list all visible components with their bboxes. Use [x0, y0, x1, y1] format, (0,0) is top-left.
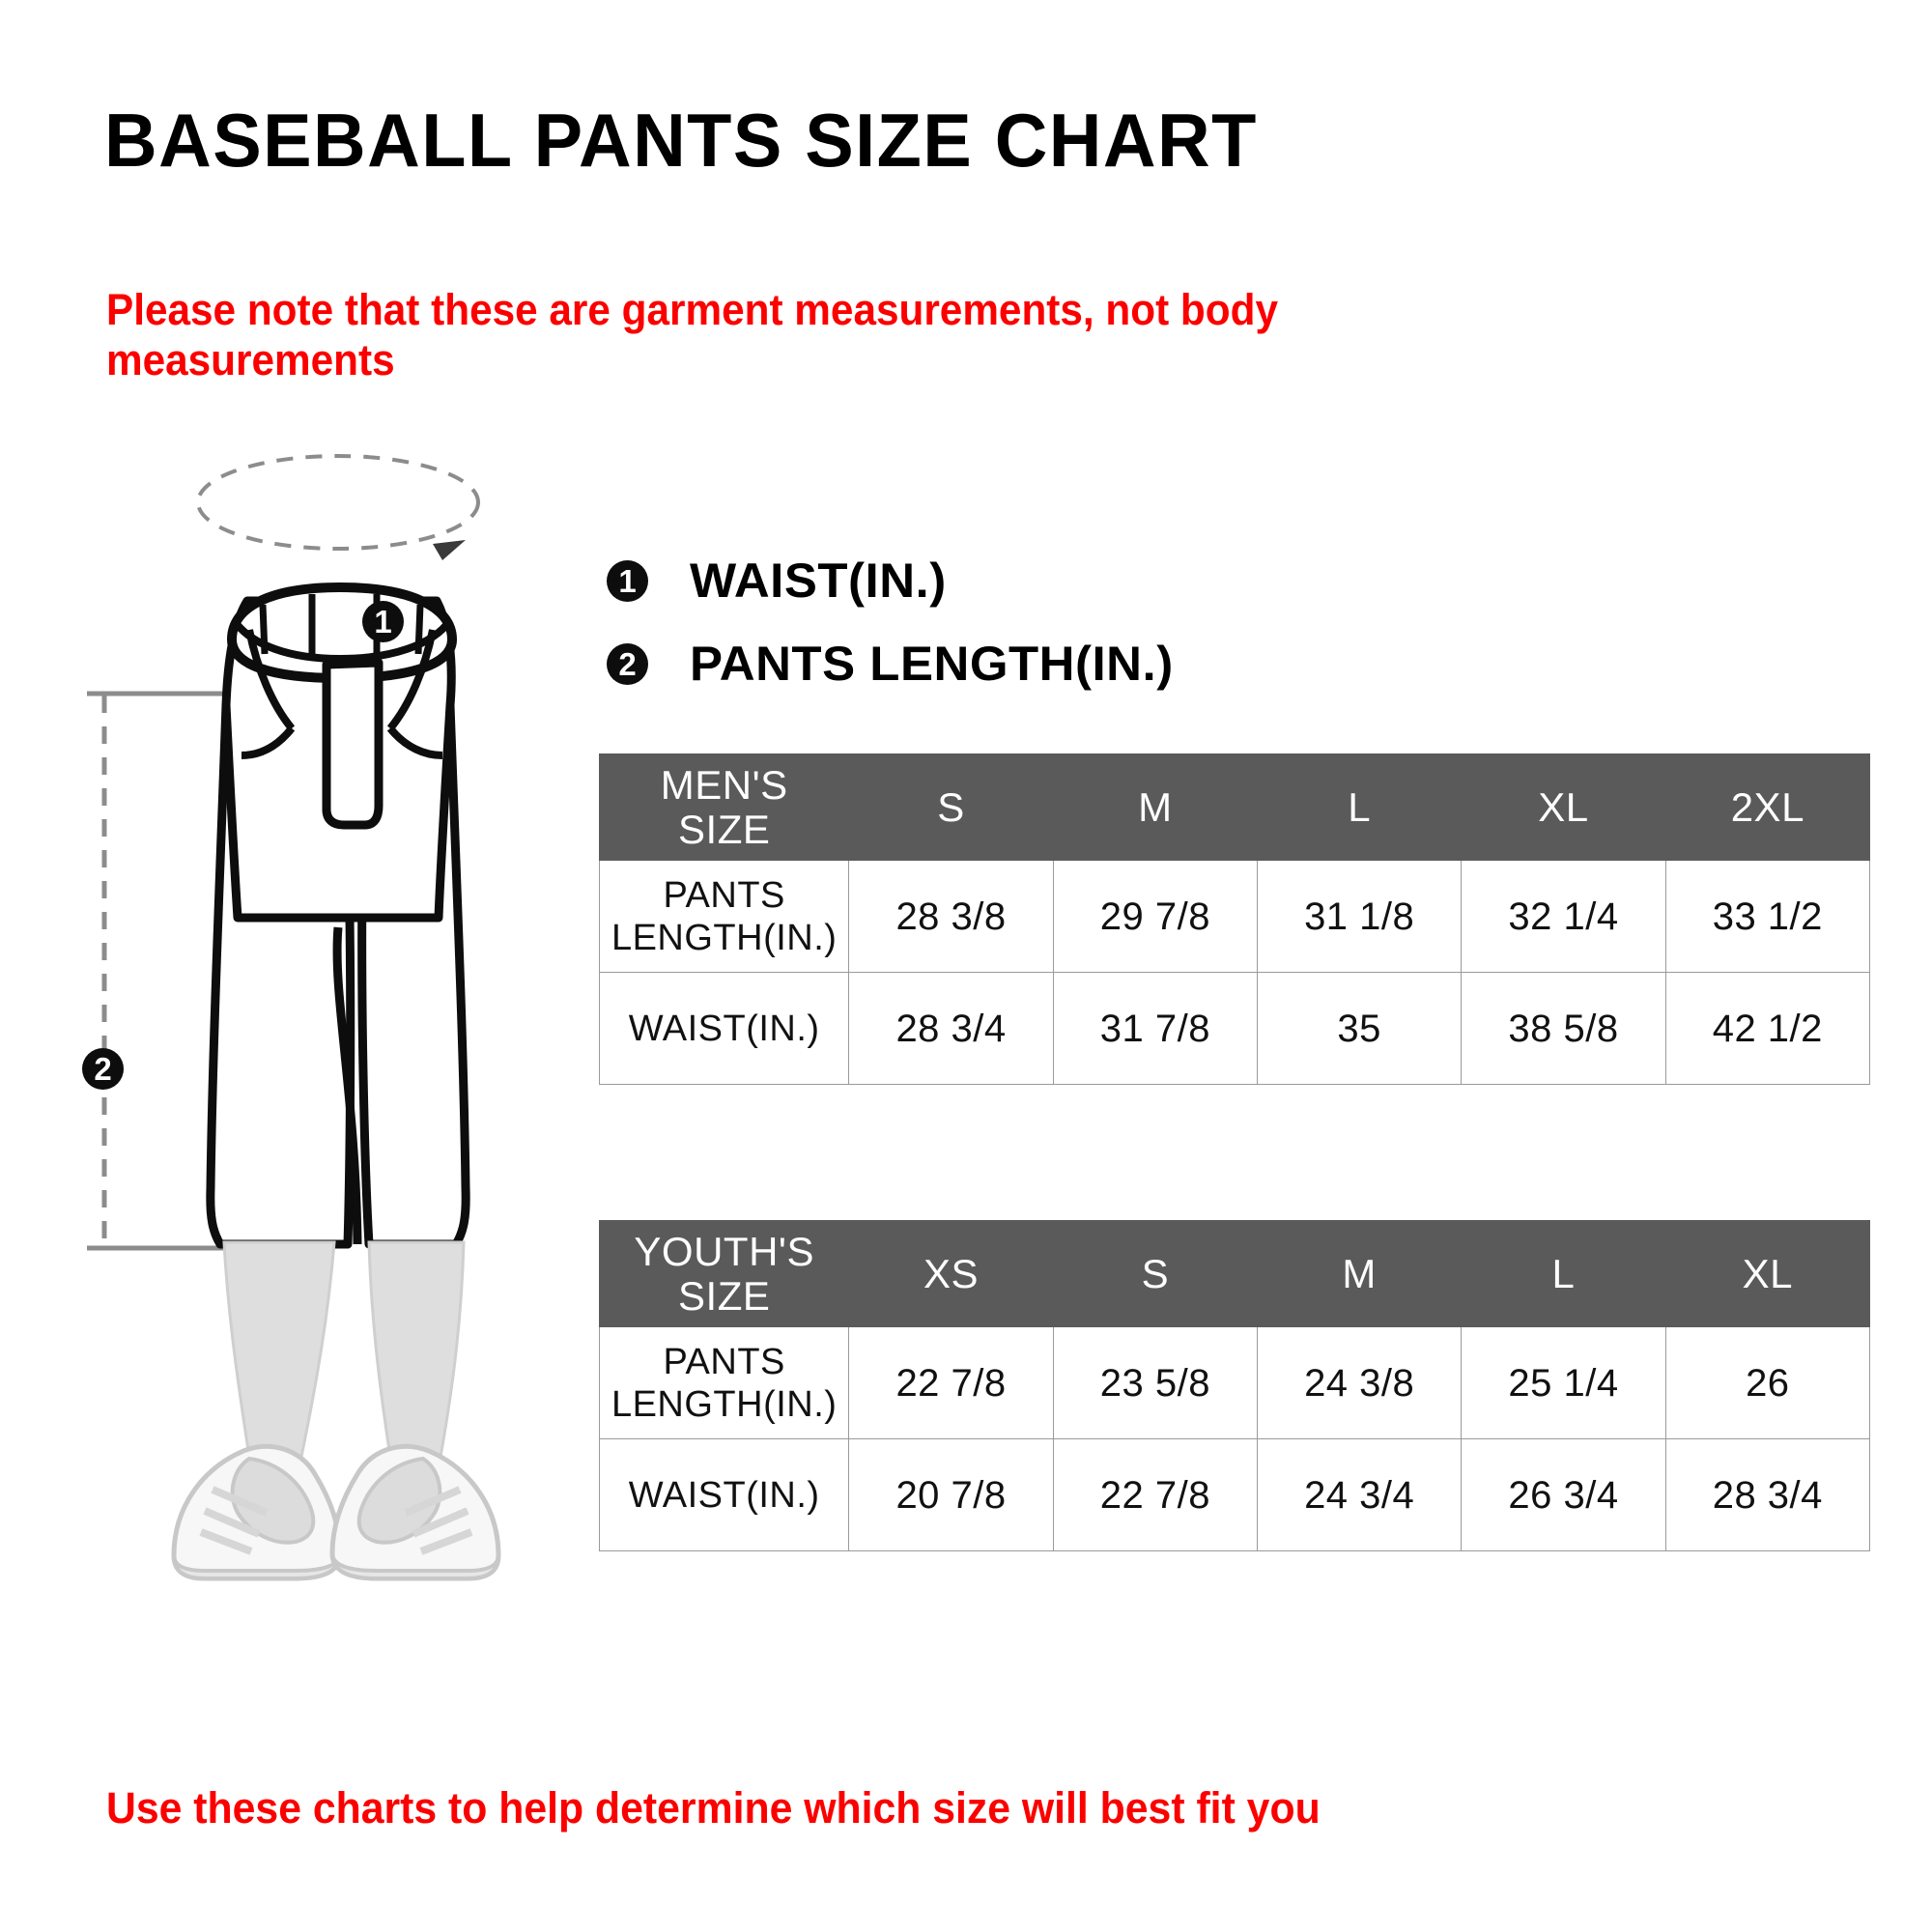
- youth-pants-length-m: 24 3/8: [1257, 1326, 1463, 1439]
- belt-loop-left: [259, 604, 269, 655]
- mens-pants-length-label: PANTS LENGTH(IN.): [598, 860, 850, 973]
- measurement-legend: 1 WAIST(IN.) 2 PANTS LENGTH(IN.): [607, 546, 1173, 712]
- table-header-row: MEN'S SIZE S M L XL 2XL: [598, 753, 1871, 861]
- waist-measure-ellipse: [196, 454, 480, 551]
- size-guidance-note: Use these charts to help determine which…: [106, 1783, 1321, 1833]
- legend-marker-1: 1: [607, 559, 648, 602]
- pants-fly: [322, 658, 384, 830]
- mens-pants-length-m: 29 7/8: [1052, 860, 1259, 973]
- shoe-right: [329, 1443, 501, 1581]
- mens-waist-label: WAIST(IN.): [598, 972, 850, 1085]
- mens-waist-2xl: 42 1/2: [1664, 972, 1871, 1085]
- mens-col-2xl: 2XL: [1664, 753, 1871, 861]
- legend-marker-2: 2: [607, 642, 648, 685]
- table-row: WAIST(IN.) 28 3/4 31 7/8 35 38 5/8 42 1/…: [598, 972, 1871, 1085]
- garment-measurement-note: Please note that these are garment measu…: [106, 285, 1278, 384]
- mens-pants-length-s: 28 3/8: [848, 860, 1054, 973]
- youth-col-l: L: [1461, 1220, 1666, 1327]
- youth-waist-label: WAIST(IN.): [598, 1438, 850, 1551]
- youth-size-header-line2: SIZE: [678, 1272, 771, 1319]
- youth-pants-length-label-line2: LENGTH(IN.): [611, 1383, 838, 1425]
- youth-pants-length-label: PANTS LENGTH(IN.): [598, 1326, 850, 1439]
- belt-loop-right: [414, 604, 424, 655]
- baseball-pants-illustration: [87, 454, 501, 1581]
- table-row: WAIST(IN.) 20 7/8 22 7/8 24 3/4 26 3/4 2…: [598, 1438, 1871, 1551]
- youth-waist-xl: 28 3/4: [1664, 1438, 1871, 1551]
- youth-col-s: S: [1052, 1220, 1259, 1327]
- youth-pants-length-xl: 26: [1664, 1326, 1871, 1439]
- mens-waist-s: 28 3/4: [848, 972, 1054, 1085]
- mens-pants-length-xl: 32 1/4: [1461, 860, 1666, 973]
- mens-size-header: MEN'S SIZE: [598, 753, 850, 861]
- youth-size-table: YOUTH'S SIZE XS S M L XL PANTS LENGTH(IN…: [598, 1220, 1871, 1551]
- youth-waist-m: 24 3/4: [1257, 1438, 1463, 1551]
- mens-pants-length-l: 31 1/8: [1257, 860, 1463, 973]
- youth-pants-length-label-line1: PANTS: [663, 1341, 785, 1382]
- youth-pants-length-l: 25 1/4: [1461, 1326, 1666, 1439]
- youth-col-xs: XS: [848, 1220, 1054, 1327]
- sock-left: [222, 1240, 336, 1459]
- mens-col-m: M: [1052, 753, 1259, 861]
- table-row: PANTS LENGTH(IN.) 22 7/8 23 5/8 24 3/8 2…: [598, 1326, 1871, 1439]
- pocket-seam-right-inner: [386, 725, 443, 759]
- youth-pants-length-s: 23 5/8: [1052, 1326, 1259, 1439]
- youth-waist-s: 22 7/8: [1052, 1438, 1259, 1551]
- youth-pants-length-xs: 22 7/8: [848, 1326, 1054, 1439]
- waist-measure-arrow: [433, 540, 466, 560]
- legend-item-waist: 1 WAIST(IN.): [607, 546, 1164, 615]
- pocket-seam-right-outer: [386, 629, 437, 731]
- pocket-seam-left-outer: [245, 629, 296, 731]
- table-row: PANTS LENGTH(IN.) 28 3/8 29 7/8 31 1/8 3…: [598, 860, 1871, 973]
- mens-size-header-line2: SIZE: [678, 806, 771, 852]
- mens-pants-length-label-line1: PANTS: [663, 874, 785, 916]
- table-header-row: YOUTH'S SIZE XS S M L XL: [598, 1220, 1871, 1327]
- pants-inseam: [332, 926, 362, 1245]
- mens-pants-length-2xl: 33 1/2: [1664, 860, 1871, 973]
- pocket-seam-left-inner: [241, 725, 296, 759]
- mens-waist-xl: 38 5/8: [1461, 972, 1666, 1085]
- legend-label-waist: WAIST(IN.): [690, 554, 947, 608]
- sock-right: [367, 1240, 466, 1459]
- legend-label-pants-length: PANTS LENGTH(IN.): [690, 637, 1174, 691]
- mens-col-s: S: [848, 753, 1054, 861]
- shoe-left: [171, 1443, 343, 1581]
- mens-size-header-line1: MEN'S: [660, 761, 788, 808]
- diagram-marker-waist: 1: [362, 601, 404, 642]
- youth-col-m: M: [1257, 1220, 1463, 1327]
- mens-waist-l: 35: [1257, 972, 1463, 1085]
- youth-col-xl: XL: [1664, 1220, 1871, 1327]
- diagram-marker-length: 2: [82, 1048, 124, 1090]
- youth-waist-xs: 20 7/8: [848, 1438, 1054, 1551]
- youth-waist-l: 26 3/4: [1461, 1438, 1666, 1551]
- youth-size-header-line1: YOUTH'S: [634, 1228, 814, 1274]
- legend-item-pants-length: 2 PANTS LENGTH(IN.): [607, 629, 1173, 698]
- mens-size-table: MEN'S SIZE S M L XL 2XL PANTS LENGTH(IN.…: [598, 753, 1871, 1085]
- youth-size-header: YOUTH'S SIZE: [598, 1220, 850, 1327]
- mens-col-xl: XL: [1461, 753, 1666, 861]
- page-title: BASEBALL PANTS SIZE CHART: [104, 98, 1258, 183]
- mens-pants-length-label-line2: LENGTH(IN.): [611, 917, 838, 958]
- mens-waist-m: 31 7/8: [1052, 972, 1259, 1085]
- mens-col-l: L: [1257, 753, 1463, 861]
